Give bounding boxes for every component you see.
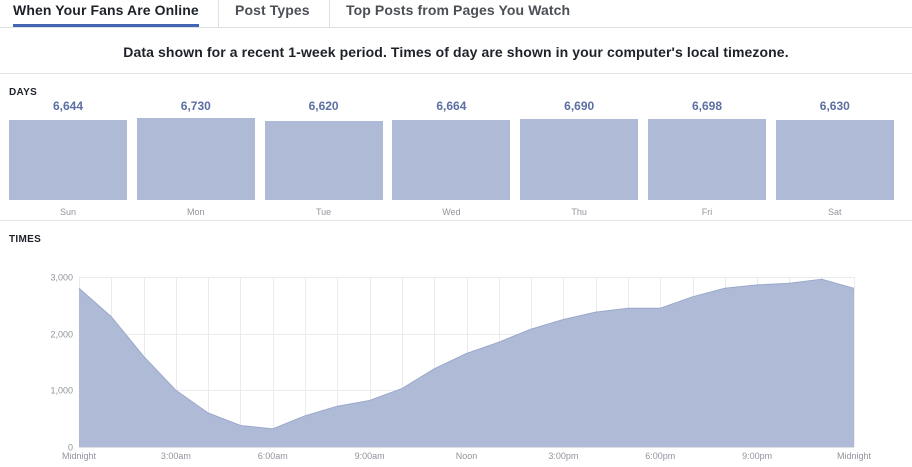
times-data-point xyxy=(368,399,372,403)
y-tick-label: 3,000 xyxy=(50,273,73,283)
times-area-chart: 0 1,000 2,000 3,000 Midnight 3:00am 6:00am 9:00… xyxy=(50,273,872,462)
times-section-label: TIMES xyxy=(9,234,42,245)
x-tick-label: 9:00am xyxy=(355,451,385,461)
day-bar[interactable] xyxy=(775,120,894,200)
y-tick-label: 0 xyxy=(68,443,73,453)
day-name-label: Fri xyxy=(701,207,713,217)
x-tick-label: 3:00pm xyxy=(548,451,578,461)
x-tick-label: Midnight xyxy=(837,451,872,461)
x-tick-label: 6:00am xyxy=(258,451,288,461)
day-value-label: 6,730 xyxy=(180,99,211,113)
tab-post-types[interactable]: Post Types xyxy=(235,2,310,18)
times-data-point xyxy=(109,315,113,319)
tab-divider xyxy=(329,0,330,27)
day-name-label: Wed xyxy=(442,207,461,217)
times-data-point xyxy=(529,327,533,331)
day-value-label: 6,620 xyxy=(308,99,339,113)
day-column: 6,664 Wed xyxy=(392,96,511,220)
times-data-point xyxy=(594,310,598,314)
y-tick-label: 1,000 xyxy=(50,386,73,396)
times-area-line xyxy=(78,278,855,430)
times-data-point xyxy=(400,387,404,391)
times-data-point xyxy=(561,318,565,322)
tab-top-posts-pages-watch[interactable]: Top Posts from Pages You Watch xyxy=(346,2,571,18)
day-value-label: 6,664 xyxy=(436,99,467,113)
times-data-point xyxy=(303,414,307,418)
times-data-point xyxy=(820,277,824,281)
day-column: 6,620 Tue xyxy=(264,96,383,220)
times-data-point xyxy=(497,340,501,344)
times-data-point xyxy=(465,352,469,356)
x-tick-label: Noon xyxy=(456,451,478,461)
times-data-point xyxy=(174,388,178,392)
day-bar[interactable] xyxy=(392,120,511,200)
divider xyxy=(0,73,912,74)
day-column: 6,644 Sun xyxy=(9,96,127,220)
tab-divider xyxy=(218,0,219,27)
day-column: 6,690 Thu xyxy=(520,96,639,220)
insights-tabs: When Your Fans Are Online Post Types Top… xyxy=(0,0,912,28)
x-tick-label: Midnight xyxy=(62,451,97,461)
day-bar[interactable] xyxy=(648,119,766,200)
times-data-point xyxy=(691,295,695,299)
day-bar[interactable] xyxy=(520,119,639,200)
day-column: 6,730 Mon xyxy=(136,96,255,220)
tab-when-fans-online[interactable]: When Your Fans Are Online xyxy=(13,2,199,27)
day-value-label: 6,644 xyxy=(52,99,84,113)
times-data-point xyxy=(723,286,727,290)
day-value-label: 6,698 xyxy=(691,99,723,113)
times-data-point xyxy=(206,411,210,415)
times-data-point xyxy=(77,286,81,290)
day-name-label: Tue xyxy=(316,207,332,217)
day-column: 6,630 Sat xyxy=(775,96,894,220)
times-data-point xyxy=(142,354,146,358)
day-value-label: 6,630 xyxy=(819,99,850,113)
times-data-point xyxy=(335,404,339,408)
day-bar[interactable] xyxy=(136,118,255,200)
day-bar[interactable] xyxy=(9,120,127,200)
days-section-label: DAYS xyxy=(9,87,38,98)
y-tick-label: 2,000 xyxy=(50,330,73,340)
times-data-point xyxy=(271,427,275,431)
day-column: 6,698 Fri xyxy=(648,96,766,220)
day-name-label: Thu xyxy=(571,207,587,217)
day-name-label: Sun xyxy=(59,207,76,217)
times-data-point xyxy=(432,367,436,371)
divider xyxy=(0,220,912,221)
x-tick-label: 3:00am xyxy=(161,451,191,461)
day-bar[interactable] xyxy=(264,121,383,200)
day-name-label: Mon xyxy=(187,207,205,217)
x-tick-label: 6:00pm xyxy=(645,451,675,461)
times-data-point xyxy=(755,283,759,287)
day-name-label: Sat xyxy=(828,207,842,217)
times-data-point xyxy=(787,281,791,285)
x-tick-label: 9:00pm xyxy=(742,451,772,461)
times-area-series xyxy=(79,279,854,447)
times-data-point xyxy=(239,424,243,428)
data-period-notice: Data shown for a recent 1-week period. T… xyxy=(123,44,789,60)
day-value-label: 6,690 xyxy=(564,99,595,113)
times-data-point xyxy=(626,306,630,310)
times-data-point xyxy=(852,286,856,290)
times-data-point xyxy=(658,306,662,310)
